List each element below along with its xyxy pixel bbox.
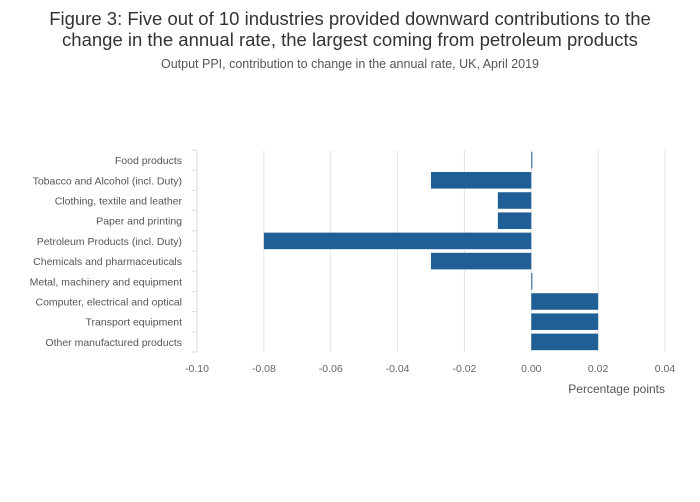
x-tick-label: 0.04 — [655, 363, 676, 375]
bar — [431, 172, 532, 189]
x-axis-label: Percentage points — [568, 382, 665, 396]
category-label: Tobacco and Alcohol (incl. Duty) — [33, 175, 182, 187]
category-label: Transport equipment — [86, 317, 183, 329]
category-label: Paper and printing — [96, 216, 182, 228]
chart-subtitle: Output PPI, contribution to change in th… — [160, 57, 540, 71]
bar — [263, 232, 532, 250]
chart-title-line-2: change in the annual rate, the largest c… — [62, 29, 638, 50]
x-tick-label: -0.08 — [252, 363, 276, 375]
category-label: Computer, electrical and optical — [36, 297, 183, 309]
chart-title-line-1: Figure 3: Five out of 10 industries prov… — [49, 8, 651, 29]
category-label: Other manufactured products — [45, 337, 182, 349]
y-axis: Food products Tobacco and Alcohol (incl. … — [30, 149, 198, 353]
x-tick-label: -0.06 — [319, 363, 343, 375]
category-label: Petroleum Products (incl. Duty) — [37, 236, 182, 248]
bar — [531, 313, 599, 330]
chart-title: Figure 3: Five out of 10 industries prov… — [0, 8, 700, 50]
bar — [431, 252, 532, 270]
category-label: Chemicals and pharmaceuticals — [33, 256, 182, 268]
category-label: Food products — [115, 155, 182, 167]
x-tick-label: -0.10 — [185, 363, 209, 375]
bar — [531, 333, 599, 351]
category-label: Metal, machinery and equipment — [30, 276, 182, 288]
bar — [497, 192, 532, 209]
bar — [497, 212, 532, 229]
bar — [531, 151, 533, 169]
x-tick-label: 0.00 — [521, 363, 542, 375]
bar — [531, 273, 533, 290]
x-tick-label: -0.02 — [452, 363, 476, 375]
x-axis: -0.10 -0.08 -0.06 -0.04 -0.02 0.00 0.02 0.04 — [185, 363, 675, 375]
x-tick-label: -0.04 — [386, 363, 410, 375]
category-label: Clothing, textile and leather — [55, 196, 183, 208]
bars — [263, 151, 599, 351]
x-tick-label: 0.02 — [588, 363, 609, 375]
bar — [531, 293, 599, 310]
